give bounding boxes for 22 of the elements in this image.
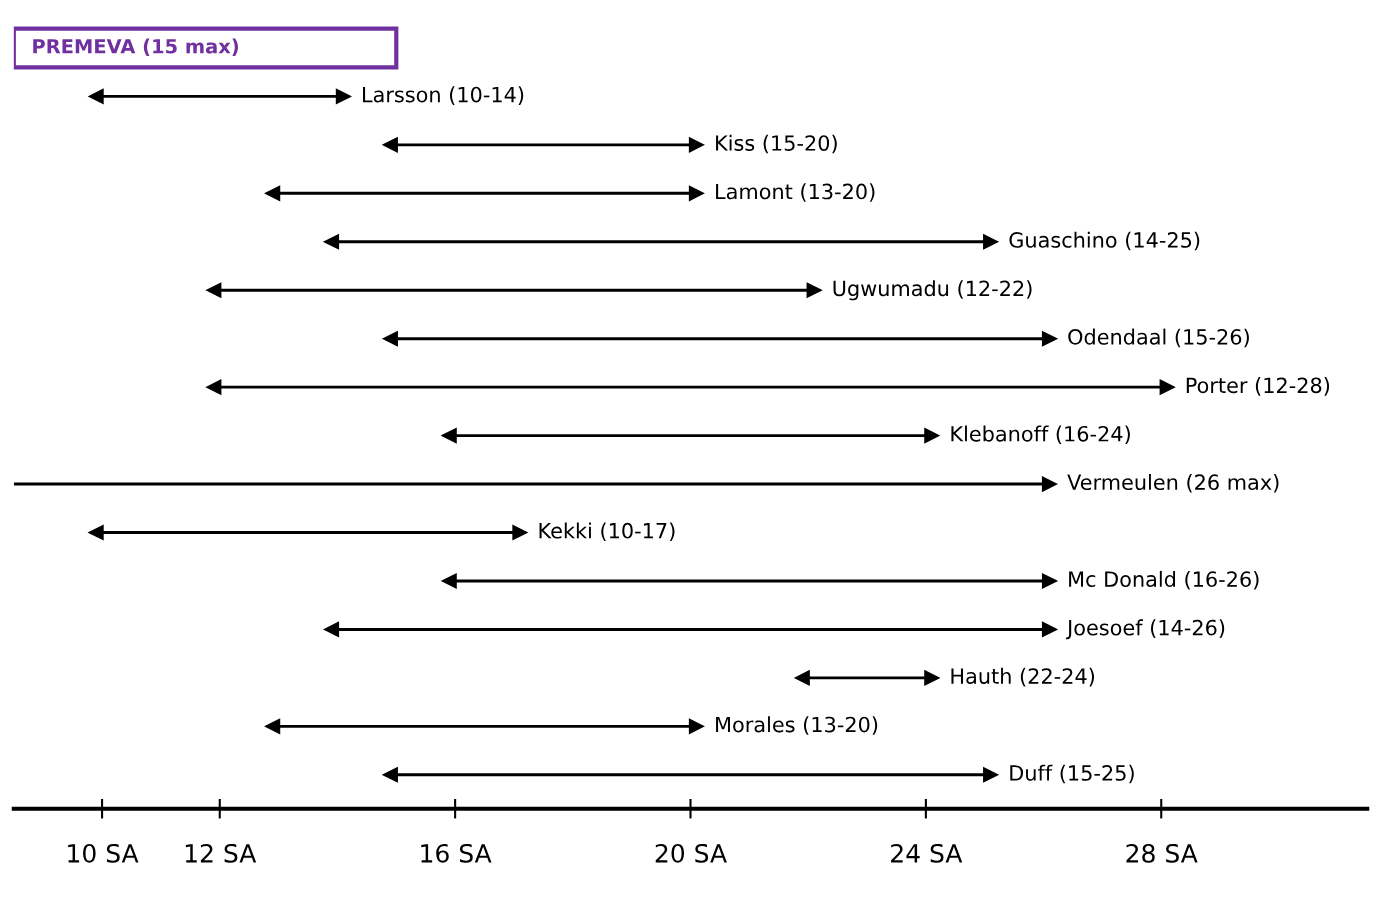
y-tick-label: Kekki (10-17) [539, 522, 675, 542]
y-tick-label: Klebanoff (16-24) [951, 425, 1130, 445]
x-tick-label: 28 SA [1126, 843, 1198, 863]
y-tick-label: Vermeulen (26 max) [1067, 473, 1279, 493]
y-tick-label: Duff (15-25) [1010, 764, 1134, 784]
y-tick-label: Guaschino (14-25) [1009, 231, 1200, 251]
y-tick-label: Kiss (15-20) [716, 134, 837, 154]
y-tick-label: Hauth (22-24) [951, 667, 1095, 687]
x-tick-label: 10 SA [68, 843, 139, 863]
y-tick-label: Lamont (13-20) [716, 183, 875, 202]
y-tick-label: Ugwumadu (12-22) [833, 280, 1032, 301]
y-tick-label: Larsson (10-14) [363, 86, 524, 105]
y-tick-label: Morales (13-20) [716, 716, 878, 735]
x-tick-label: 20 SA [655, 843, 727, 863]
y-tick-label: Porter (12-28) [1186, 377, 1330, 396]
x-tick-label: 16 SA [421, 843, 492, 863]
y-tick-label: Odendaal (15-26) [1068, 328, 1249, 348]
y-tick-label: PREMEVA (15 max) [33, 38, 239, 56]
x-tick-label: 12 SA [185, 843, 257, 863]
y-tick-label: Mc Donald (16-26) [1069, 570, 1259, 590]
y-tick-label: Joesoef (14-26) [1066, 619, 1225, 640]
x-tick-label: 24 SA [891, 843, 963, 863]
